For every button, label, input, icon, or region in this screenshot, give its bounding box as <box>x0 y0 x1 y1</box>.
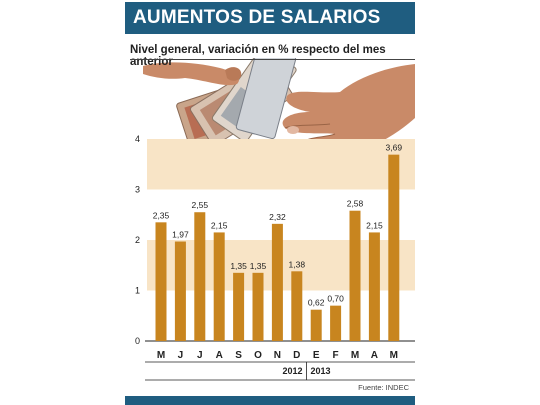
bar <box>233 272 245 341</box>
category-label: N <box>274 350 281 361</box>
category-label: A <box>216 350 223 361</box>
money-hands-photo <box>143 58 415 159</box>
category-label: D <box>293 350 300 361</box>
value-label: 0,70 <box>327 294 344 304</box>
year-label: 2013 <box>311 366 331 376</box>
category-label: O <box>254 350 262 361</box>
value-label: 2,15 <box>211 220 228 230</box>
y-tick-label: 4 <box>135 134 140 144</box>
category-label: E <box>313 350 320 361</box>
value-label: 2,55 <box>192 200 209 210</box>
bar <box>155 222 167 341</box>
category-label: M <box>351 350 359 361</box>
bar <box>252 272 264 341</box>
y-tick-label: 0 <box>135 336 140 346</box>
background-band <box>147 139 415 190</box>
value-label: 1,38 <box>289 259 306 269</box>
category-label: A <box>371 350 378 361</box>
bar <box>368 232 380 341</box>
footer-bar <box>125 396 415 405</box>
value-label: 1,35 <box>230 261 247 271</box>
category-label: F <box>333 350 339 361</box>
category-label: J <box>178 350 184 361</box>
title-bar: AUMENTOS DE SALARIOS <box>125 2 415 34</box>
bar <box>271 223 283 341</box>
bars <box>155 154 400 341</box>
value-label: 2,32 <box>269 212 286 222</box>
bar <box>388 154 400 341</box>
chart-title: AUMENTOS DE SALARIOS <box>133 7 381 28</box>
bar <box>330 305 342 341</box>
y-tick-label: 3 <box>135 185 140 195</box>
value-label: 3,69 <box>386 143 403 153</box>
category-label: M <box>157 350 165 361</box>
subtitle-rule <box>130 59 415 60</box>
category-label: S <box>235 350 242 361</box>
value-label: 1,97 <box>172 230 189 240</box>
infographic-card: AUMENTOS DE SALARIOS Nivel general, vari… <box>125 0 415 405</box>
value-label: 2,35 <box>153 210 170 220</box>
bar <box>213 232 225 341</box>
source-note: Fuente: INDEC <box>358 383 409 392</box>
value-label: 0,62 <box>308 298 325 308</box>
bar <box>349 210 361 341</box>
category-label: J <box>197 350 203 361</box>
year-labels: 2012 2013 <box>145 361 415 381</box>
bar <box>291 271 303 341</box>
y-axis-ticks: 0 1 2 3 4 <box>135 134 140 346</box>
value-label: 2,15 <box>366 220 383 230</box>
value-label: 2,58 <box>347 199 364 209</box>
bar <box>174 241 186 341</box>
value-labels: 2,351,972,552,151,35 1,352,321,380,62 0,70… <box>153 143 403 308</box>
bar <box>310 309 322 341</box>
year-label: 2012 <box>282 366 302 376</box>
bar <box>194 212 206 341</box>
value-label: 1,35 <box>250 261 267 271</box>
category-label: M <box>390 350 398 361</box>
y-tick-label: 2 <box>135 235 140 245</box>
y-tick-label: 1 <box>135 286 140 296</box>
